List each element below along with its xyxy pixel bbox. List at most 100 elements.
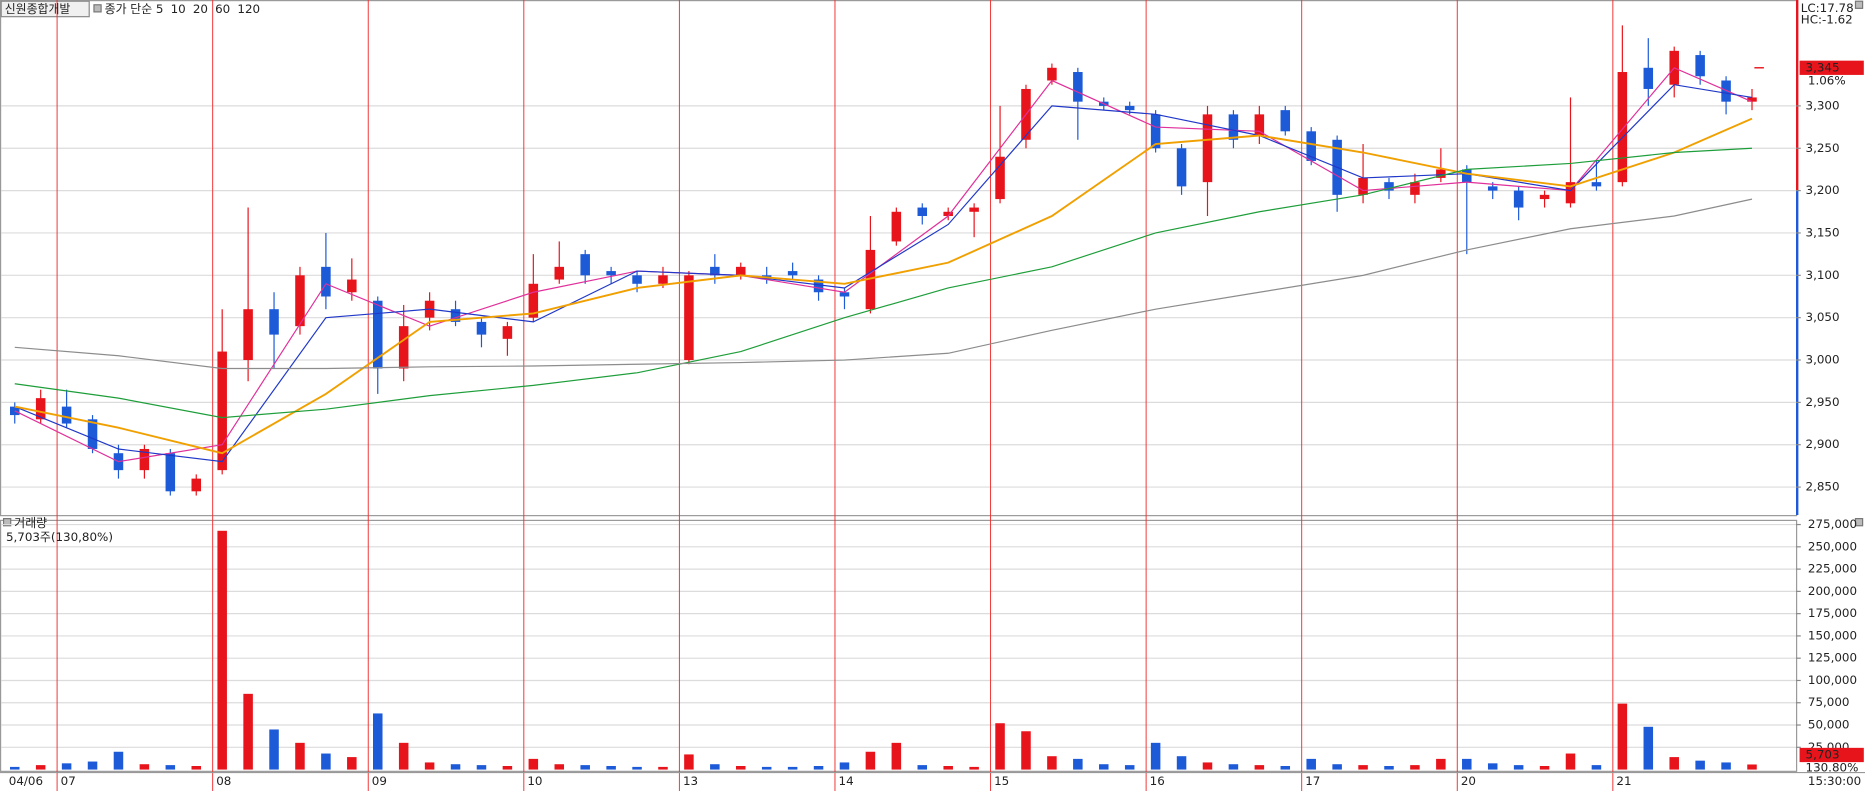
volume-bar [1617,703,1628,770]
y-tick-label: 3,300 [1806,98,1840,112]
title-box[interactable] [0,0,90,18]
candle-body [1695,55,1705,77]
candle-body [1617,72,1628,183]
volume-bar [450,764,461,770]
y-tick-label: 275,000 [1808,517,1857,531]
candle-body [1358,177,1368,195]
y-tick-label: 75,000 [1808,695,1850,709]
y-tick-label: 3,150 [1806,225,1840,239]
volume-bar [243,693,253,770]
y-tick-label: 3,250 [1806,141,1840,155]
candle-body [865,249,876,310]
candle-body [398,326,409,369]
candle-body [1124,105,1135,111]
volume-bar [1384,766,1394,770]
panel-button[interactable] [1854,0,1864,9]
volume-bar [606,766,616,770]
volume-bar [87,761,98,770]
volume-bar [1591,765,1602,770]
x-tick-label: 15 [994,774,1009,788]
candle-body [502,326,513,339]
candle-body [269,309,279,335]
candle-body [1306,131,1316,161]
legend-entry: 120 [237,2,260,16]
volume-bar [165,765,176,770]
x-tick-label: 17 [1305,774,1320,788]
candle-body [1513,190,1524,208]
volume-bar [1462,758,1472,770]
volume-bar [1643,726,1654,770]
volume-bar [761,766,772,770]
volume-bar [865,751,876,770]
y-tick-label: 2,850 [1806,480,1840,494]
volume-marker-box [1799,747,1864,763]
candle-body [1202,114,1213,183]
candle-body [969,207,979,212]
volume-bar [1254,765,1265,770]
candle-body [606,271,616,276]
y-tick-label: 175,000 [1808,606,1857,620]
candle-body [528,283,539,318]
candle-body [1462,169,1472,183]
candle-body [710,266,720,276]
volume-bar [9,766,20,770]
candle-body [839,292,850,297]
volume-bar [295,742,305,770]
legend-icon[interactable] [93,4,102,13]
volume-bar [113,751,124,770]
x-tick-label: 16 [1150,774,1165,788]
candle-body [1073,72,1083,102]
volume-bar [1513,765,1524,770]
candle-body [580,254,590,276]
volume-icon[interactable] [2,518,12,527]
candle-body [1176,148,1187,187]
volume-bar [580,765,590,770]
y-tick-label: 250,000 [1808,539,1857,553]
volume-bar [1358,765,1368,770]
volume-bar [1124,765,1135,770]
x-tick-label: 09 [372,774,387,788]
price-marker-label: 3,345 [1806,60,1840,74]
moving-average [14,117,1753,455]
candle-body [87,419,98,449]
volume-bar [191,766,202,770]
volume-bar [969,766,979,770]
x-tick-label: 14 [839,774,854,788]
volume-bar [1073,758,1083,770]
candle-body [787,271,798,276]
volume-bar [1487,763,1498,770]
candle-body [813,279,824,293]
panel-button[interactable] [1854,518,1864,527]
candle-body [1150,114,1161,149]
candle-body [632,275,642,284]
volume-bar [373,713,383,770]
candle-body [891,211,902,242]
volume-bar [684,754,694,770]
candle-body [373,300,383,369]
price-marker-box [1799,60,1864,75]
x-tick-label: 04/06 [9,774,43,788]
moving-average [14,147,1753,419]
candle-body [191,478,202,492]
y-tick-label: 200,000 [1808,584,1857,598]
candle-body [1254,114,1265,136]
lc-label: LC:17.78 [1801,1,1854,15]
volume-bar [424,762,435,770]
volume-bar [1306,758,1316,770]
candle-body [1410,182,1420,195]
volume-bar [1228,764,1239,770]
volume-bar [1565,753,1576,770]
candle-body [243,309,253,361]
candle-body [1047,67,1057,81]
candle-body [139,448,150,471]
volume-bar [787,766,798,770]
y-tick-label: 100,000 [1808,673,1857,687]
volume-bar [347,757,357,770]
hc-label: HC:-1.62 [1801,13,1853,27]
volume-bar [995,723,1005,770]
moving-average [14,67,1753,463]
volume-bar [1021,731,1031,770]
volume-bar [1721,762,1731,770]
